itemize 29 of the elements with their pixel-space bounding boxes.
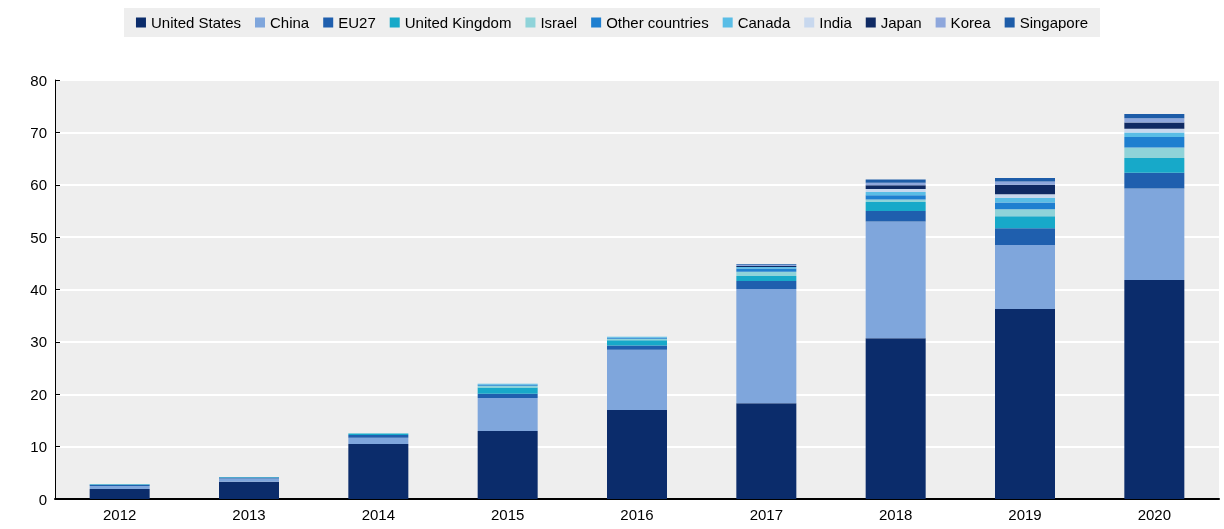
y-tick-label: 20 bbox=[30, 385, 47, 403]
legend-label: Canada bbox=[737, 14, 791, 31]
legend-label: Israel bbox=[540, 14, 578, 31]
legend-label: India bbox=[819, 14, 853, 31]
x-tick-label: 2014 bbox=[361, 506, 396, 523]
x-tick-label: 2012 bbox=[102, 506, 137, 523]
legend-label: China bbox=[270, 14, 310, 31]
legend-label: United States bbox=[150, 14, 242, 31]
legend-label: EU27 bbox=[338, 14, 376, 31]
legend-label: Singapore bbox=[1019, 14, 1089, 31]
y-tick-label: 10 bbox=[30, 438, 47, 456]
x-tick-label: 2018 bbox=[878, 506, 913, 523]
y-tick-label: 50 bbox=[30, 228, 47, 246]
x-tick-label: 2019 bbox=[1008, 506, 1042, 523]
y-tick-label: 70 bbox=[30, 123, 47, 141]
legend-label: Other countries bbox=[606, 14, 709, 31]
y-tick-label: 60 bbox=[30, 176, 47, 194]
x-tick-label: 2015 bbox=[490, 506, 525, 523]
x-tick-label: 2016 bbox=[620, 506, 654, 523]
legend-label: United Kingdom bbox=[404, 14, 512, 31]
legend-label: Korea bbox=[950, 14, 992, 31]
legend-label: Japan bbox=[880, 14, 922, 31]
x-tick-label: 2020 bbox=[1137, 506, 1172, 523]
x-tick-label: 2017 bbox=[749, 506, 784, 523]
x-tick-label: 2013 bbox=[232, 506, 266, 523]
y-tick-label: 80 bbox=[30, 71, 47, 89]
y-tick-label: 0 bbox=[38, 490, 47, 508]
y-tick-label: 30 bbox=[30, 333, 47, 351]
y-tick-label: 40 bbox=[30, 281, 47, 298]
